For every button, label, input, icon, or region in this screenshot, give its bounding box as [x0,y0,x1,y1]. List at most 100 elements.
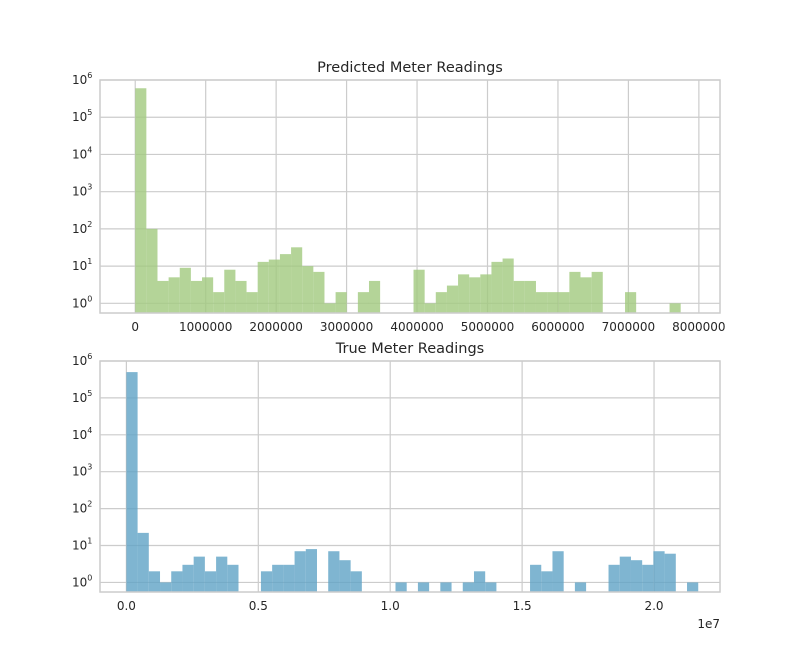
predicted-bar [524,280,536,313]
true-xtick-label: 1.5 [513,599,532,613]
predicted-bar [625,292,637,313]
predicted-xtick-label: 4000000 [390,320,443,334]
true-ytick-label: 101 [72,537,92,553]
true-bar [193,556,205,592]
true-bar [462,582,474,592]
predicted-ytick-label: 106 [72,71,92,87]
predicted-bar [302,266,314,313]
predicted-bar [135,88,147,314]
true-bar [473,571,486,592]
true-bar [126,372,138,592]
predicted-ytick-label: 102 [72,220,92,236]
predicted-bar [291,247,303,313]
predicted-bar [480,274,492,313]
predicted-bar [469,277,481,313]
true-bar [227,564,239,592]
predicted-ytick-label: 101 [72,257,92,273]
true-bar [552,551,564,592]
predicted-bar [168,277,180,313]
true-bar [653,551,665,592]
predicted-bar [669,303,681,313]
true-bar [216,556,228,592]
predicted-xtick-label: 6000000 [531,320,584,334]
predicted-bar [558,292,570,313]
predicted-bar [513,280,525,313]
predicted-bar [335,292,347,313]
true-bar [204,571,217,592]
predicted-xtick-label: 2000000 [249,320,302,334]
predicted-axes-frame [99,79,721,314]
true-bar [137,532,149,592]
true-bar [687,582,699,592]
true-xtick-label: 2.0 [644,599,663,613]
true-bar [530,564,542,592]
predicted-title: Predicted Meter Readings [317,60,503,76]
predicted-bar [502,258,514,313]
predicted-bar [424,303,436,313]
predicted-panel: 0 1000000 2000000 3000000 4000000 5000000 6000… [72,60,726,334]
predicted-bar [190,280,203,313]
predicted-xtick-label: 1000000 [179,320,232,334]
true-bar [541,571,553,592]
predicted-ytick-label: 104 [72,145,92,161]
predicted-bar [580,277,592,313]
true-bar [171,571,183,592]
predicted-bar [157,280,169,313]
predicted-bar [458,274,470,313]
true-panel: 0.0 0.5 1.0 1.5 2.0 100 101 102 103 104 105 106 True… [72,341,721,631]
predicted-bar [246,292,258,313]
true-xtick-label: 1.0 [381,599,400,613]
true-bar [350,571,362,592]
predicted-bar [279,254,292,313]
true-axes-frame [99,360,721,593]
true-bar [619,556,631,592]
true-ytick-label: 100 [72,573,92,589]
true-bar [283,564,295,592]
predicted-bar [213,292,225,313]
predicted-bar [569,271,581,313]
true-bar [339,560,351,592]
predicted-bar [224,269,236,313]
true-bar [417,582,430,592]
predicted-ytick-label: 105 [72,108,92,124]
true-ytick-label: 103 [72,463,92,479]
true-xtick-label: 0.0 [117,599,136,613]
true-ytick-label: 106 [72,352,92,368]
predicted-bar [257,261,269,313]
predicted-bar [446,285,459,313]
true-ytick-label: 104 [72,426,92,442]
predicted-bar [235,280,247,313]
predicted-xtick-label: 5000000 [461,320,514,334]
true-bar [294,551,306,592]
predicted-xtick-label: 0 [131,320,139,334]
predicted-bar [202,277,214,313]
predicted-bar [179,267,191,313]
predicted-bar [313,271,325,313]
true-bar [630,560,643,592]
true-bar [272,564,284,592]
predicted-bar [413,269,425,313]
predicted-bar [268,259,280,313]
true-title: True Meter Readings [335,341,484,357]
predicted-bar [535,292,548,313]
true-bar [328,551,340,592]
predicted-ytick-label: 103 [72,183,92,199]
true-bar [642,564,654,592]
true-bar [608,564,620,592]
true-bar [182,564,194,592]
true-bar [260,571,273,592]
true-bar [440,582,452,592]
predicted-ytick-label: 100 [72,294,92,310]
true-bar [664,553,676,592]
predicted-bar [324,303,336,313]
predicted-bar [435,292,447,313]
true-bar [395,582,407,592]
predicted-bar [491,261,503,313]
true-bar [574,582,587,592]
true-bar [160,582,172,592]
true-ytick-label: 102 [72,500,92,516]
predicted-bar [146,228,158,313]
true-bar [148,571,161,592]
true-x-offset-label: 1e7 [697,617,720,631]
